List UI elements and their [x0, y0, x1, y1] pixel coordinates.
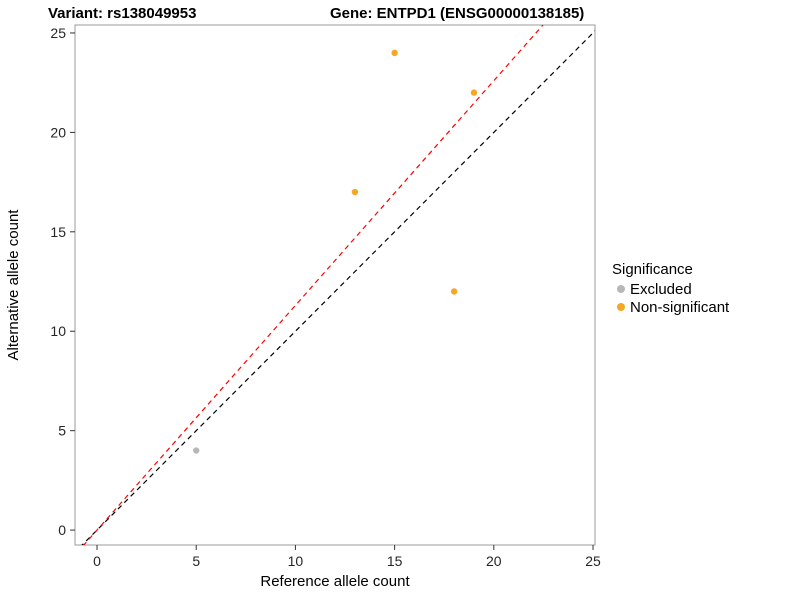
plot-title-gene: Gene: ENTPD1 (ENSG00000138185) — [330, 5, 584, 22]
data-point-non-significant — [351, 188, 359, 196]
legend-swatch-non-significant — [617, 303, 625, 311]
legend-swatch-excluded — [617, 285, 625, 293]
data-point-non-significant — [391, 49, 398, 57]
fit-line — [83, 25, 544, 545]
y-tick-label: 10 — [50, 323, 66, 339]
x-tick-label: 0 — [93, 553, 101, 569]
x-tick-label: 20 — [486, 553, 502, 569]
x-tick-label: 10 — [288, 553, 304, 569]
legend-label-excluded: Excluded — [630, 281, 692, 298]
plot-panel: 0 5 10 15 20 25 0 5 10 15 20 25 — [50, 24, 601, 569]
y-tick-label: 25 — [50, 25, 66, 41]
y-tick-label: 20 — [50, 124, 66, 140]
y-tick-label: 5 — [58, 423, 66, 439]
x-tick-label: 5 — [192, 553, 200, 569]
identity-line — [81, 30, 595, 545]
legend-title: Significance — [612, 261, 693, 278]
data-point-excluded — [193, 447, 200, 454]
data-point-non-significant — [450, 288, 458, 295]
x-tick-label: 25 — [585, 553, 601, 569]
x-axis-label: Reference allele count — [260, 573, 410, 590]
y-axis-label: Alternative allele count — [5, 209, 22, 361]
legend: Significance Excluded Non-significant — [612, 261, 730, 316]
y-tick-label: 0 — [58, 522, 66, 538]
panel-border — [74, 24, 596, 546]
plot-title-variant: Variant: rs138049953 — [48, 5, 196, 22]
legend-label-non-significant: Non-significant — [630, 299, 730, 316]
data-point-non-significant — [470, 89, 478, 96]
x-tick-label: 15 — [387, 553, 403, 569]
y-tick-label: 15 — [50, 224, 66, 240]
